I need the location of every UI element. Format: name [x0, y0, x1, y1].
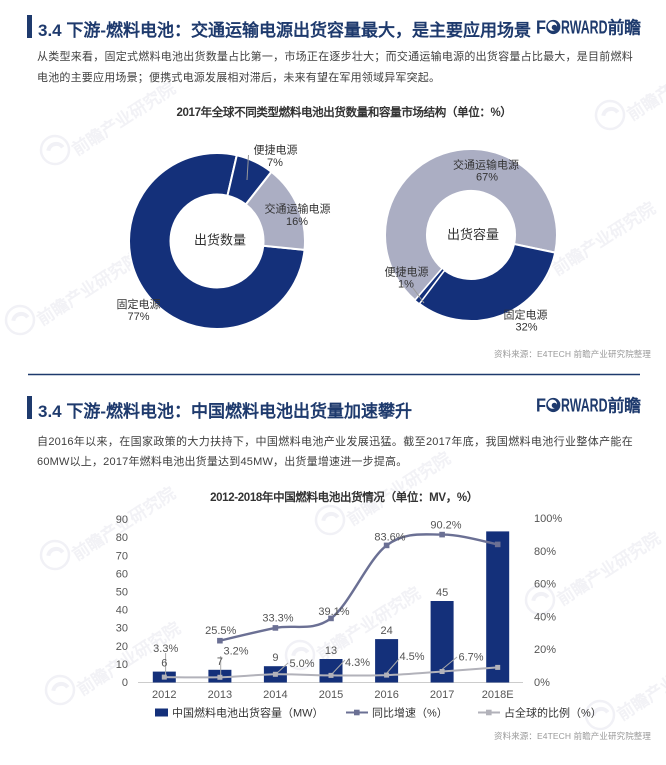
- svg-text:前瞻: 前瞻: [608, 17, 641, 37]
- svg-text:80%: 80%: [534, 546, 556, 558]
- svg-text:3.3%: 3.3%: [153, 643, 178, 655]
- svg-text:出货数量: 出货数量: [194, 233, 246, 248]
- svg-text:45: 45: [436, 587, 448, 599]
- svg-text:2018E: 2018E: [482, 689, 514, 701]
- svg-text:32%: 32%: [515, 322, 537, 334]
- svg-text:16%: 16%: [286, 216, 308, 228]
- svg-text:40%: 40%: [534, 611, 556, 623]
- svg-text:60%: 60%: [534, 579, 556, 591]
- svg-text:前瞻产业研究院: 前瞻产业研究院: [613, 643, 666, 725]
- svg-text:25.5%: 25.5%: [205, 625, 236, 637]
- svg-text:前瞻产业研究院: 前瞻产业研究院: [553, 528, 664, 610]
- svg-text:3.2%: 3.2%: [223, 646, 248, 658]
- svg-text:前瞻产业研究院: 前瞻产业研究院: [548, 198, 659, 280]
- svg-text:90: 90: [116, 514, 128, 526]
- svg-text:10: 10: [116, 659, 128, 671]
- svg-text:0%: 0%: [534, 677, 550, 689]
- svg-text:前瞻产业研究院: 前瞻产业研究院: [73, 618, 184, 700]
- svg-text:2017: 2017: [430, 689, 454, 701]
- svg-text:24: 24: [380, 625, 392, 637]
- svg-text:20: 20: [116, 641, 128, 653]
- svg-text:交通运输电源: 交通运输电源: [453, 158, 519, 172]
- svg-text:便捷电源: 便捷电源: [385, 265, 429, 279]
- svg-text:4.3%: 4.3%: [345, 657, 370, 669]
- svg-text:7%: 7%: [267, 157, 283, 169]
- svg-text:67%: 67%: [476, 172, 498, 184]
- svg-text:前瞻: 前瞻: [608, 395, 641, 415]
- svg-text:7: 7: [217, 656, 223, 668]
- svg-text:83.6%: 83.6%: [374, 532, 405, 544]
- svg-text:13: 13: [325, 645, 337, 657]
- svg-text:6: 6: [161, 658, 167, 670]
- svg-text:RWARD: RWARD: [561, 17, 608, 38]
- svg-text:77%: 77%: [127, 311, 149, 323]
- svg-text:2015: 2015: [319, 689, 343, 701]
- svg-text:固定电源: 固定电源: [117, 297, 161, 311]
- svg-text:出货容量: 出货容量: [447, 227, 499, 242]
- svg-text:2012: 2012: [152, 689, 176, 701]
- svg-text:80: 80: [116, 532, 128, 544]
- svg-text:6.7%: 6.7%: [458, 651, 483, 663]
- svg-text:9: 9: [272, 652, 278, 664]
- svg-text:2013: 2013: [208, 689, 232, 701]
- svg-text:60: 60: [116, 568, 128, 580]
- svg-text:2014: 2014: [263, 689, 287, 701]
- svg-text:F: F: [536, 17, 546, 38]
- svg-text:固定电源: 固定电源: [504, 308, 548, 322]
- svg-text:RWARD: RWARD: [561, 395, 608, 416]
- svg-text:F: F: [536, 395, 546, 416]
- svg-text:便捷电源: 便捷电源: [254, 143, 298, 157]
- svg-text:50: 50: [116, 587, 128, 599]
- svg-text:30: 30: [116, 623, 128, 635]
- svg-text:2016: 2016: [374, 689, 398, 701]
- svg-text:中国燃料电池出货容量（MW）: 中国燃料电池出货容量（MW）: [172, 706, 324, 720]
- svg-text:同比增速（%）: 同比增速（%）: [372, 706, 448, 720]
- svg-text:39.1%: 39.1%: [318, 606, 349, 618]
- svg-text:0: 0: [122, 677, 128, 689]
- svg-text:交通运输电源: 交通运输电源: [265, 202, 331, 216]
- svg-text:100%: 100%: [534, 513, 562, 525]
- svg-text:70: 70: [116, 550, 128, 562]
- svg-text:1%: 1%: [398, 279, 414, 291]
- svg-text:33.3%: 33.3%: [262, 613, 293, 625]
- svg-text:40: 40: [116, 605, 128, 617]
- svg-text:90.2%: 90.2%: [430, 520, 461, 532]
- svg-text:占全球的比例（%）: 占全球的比例（%）: [504, 706, 602, 720]
- svg-text:5.0%: 5.0%: [289, 658, 314, 670]
- svg-text:4.5%: 4.5%: [399, 651, 424, 663]
- svg-text:20%: 20%: [534, 644, 556, 656]
